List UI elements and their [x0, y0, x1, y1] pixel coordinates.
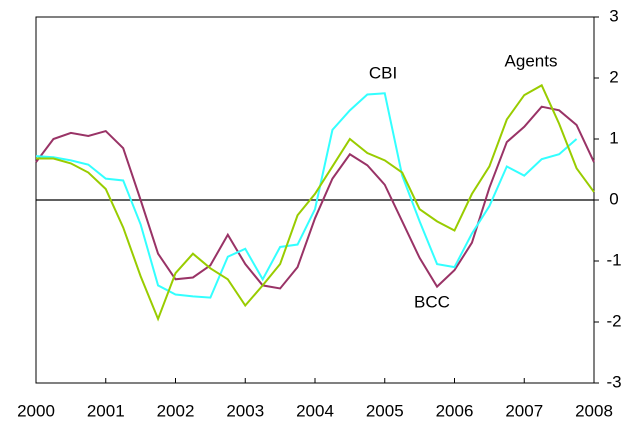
x-tick-label: 2005: [366, 401, 404, 420]
y-tick-label: 2: [609, 67, 618, 86]
y-tick-label: -1: [606, 250, 621, 269]
series-label: BCC: [414, 292, 450, 311]
y-tick-label: 3: [609, 6, 618, 25]
series-line: [35, 105, 595, 290]
y-tick-label: 1: [609, 128, 618, 147]
x-tick-label: 2008: [575, 401, 613, 420]
series-line: [35, 92, 578, 299]
series-line: [36, 83, 595, 322]
y-tick-label: 0: [609, 189, 618, 208]
series-label: Agents: [505, 51, 558, 70]
x-tick-label: 2006: [436, 401, 474, 420]
y-tick-label: -2: [606, 311, 621, 330]
x-tick-label: 2000: [17, 401, 55, 420]
x-tick-label: 2007: [505, 401, 543, 420]
x-tick-label: 2004: [296, 401, 334, 420]
x-tick-label: 2003: [226, 401, 264, 420]
y-tick-label: -3: [606, 372, 621, 391]
x-tick-label: 2001: [87, 401, 125, 420]
x-tick-label: 2002: [157, 401, 195, 420]
series-label: CBI: [369, 63, 397, 82]
